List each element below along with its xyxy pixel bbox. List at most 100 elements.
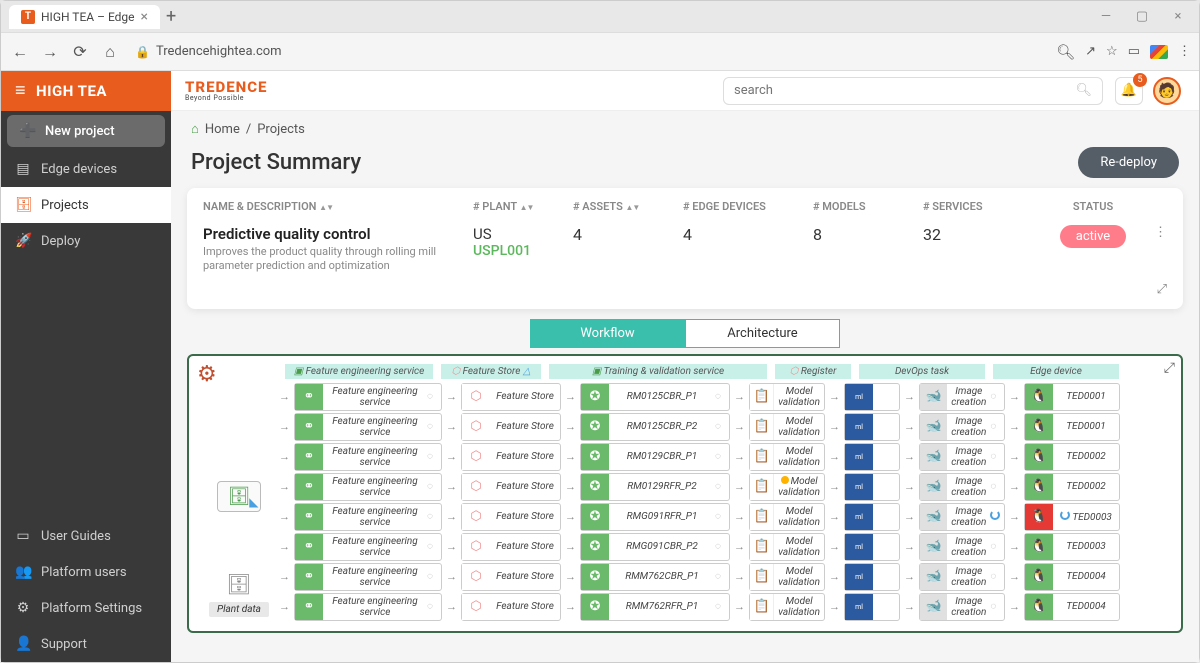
training-node[interactable]: ✪RMM762RFR_P1◌ [580,593,730,621]
url-field[interactable]: 🔒 Tredencehightea.com [129,44,1048,59]
image-creation-node[interactable]: 🐋Image creation◌ [919,473,1005,501]
search-icon[interactable]: 🔍︎ [1056,43,1075,61]
register-node[interactable]: 📋Model validation [749,593,825,621]
forward-button[interactable]: → [39,42,61,62]
mlflow-node[interactable]: ml [844,533,900,561]
register-node[interactable]: 📋Model validation [749,413,825,441]
feature-engineering-node[interactable]: ⚭Feature engineering service◌ [294,413,442,441]
mlflow-node[interactable]: ml [844,593,900,621]
feature-store-node[interactable]: ⬡Feature Store [461,563,561,591]
redeploy-button[interactable]: Re-deploy [1078,147,1179,178]
sidebar-item-platform-settings[interactable]: ⚙ Platform Settings [1,590,171,626]
data-source-node[interactable]: 🗄◣ [217,481,262,512]
tab-architecture[interactable]: Architecture [685,319,840,348]
feature-engineering-node[interactable]: ⚭Feature engineering service◌ [294,503,442,531]
search-icon[interactable]: 🔍︎ [1075,83,1092,98]
edge-device-node[interactable]: 🐧 TED0003 [1024,503,1120,531]
close-button[interactable]: × [1165,9,1191,24]
sidebar-item-deploy[interactable]: 🚀 Deploy [1,223,171,259]
feature-engineering-node[interactable]: ⚭Feature engineering service◌ [294,473,442,501]
training-node[interactable]: ✪RM0125CBR_P1◌ [580,383,730,411]
gmail-icon[interactable] [1150,45,1168,59]
workflow-gear-icon[interactable]: ⚙ [197,362,217,387]
workflow-expand-icon[interactable]: ⤢ [1164,360,1175,376]
image-creation-node[interactable]: 🐋Image creation◌ [919,533,1005,561]
tab-workflow[interactable]: Workflow [530,319,685,348]
register-node[interactable]: 📋Model validation [749,383,825,411]
home-icon[interactable]: ⌂ [191,121,199,137]
training-node[interactable]: ✪RM0129CBR_P1◌ [580,443,730,471]
col-plant-header[interactable]: # PLANT ▲▼ [473,200,573,213]
sidebar-item-platform-users[interactable]: 👥 Platform users [1,554,171,590]
edge-device-node[interactable]: 🐧 TED0002 [1024,443,1120,471]
col-assets-header[interactable]: # ASSETS ▲▼ [573,200,683,213]
training-node[interactable]: ✪RM0129RFR_P2◌ [580,473,730,501]
mlflow-node[interactable]: ml [844,503,900,531]
card-expand-icon[interactable]: ⤢ [1157,282,1167,297]
mlflow-node[interactable]: ml [844,383,900,411]
feature-engineering-node[interactable]: ⚭Feature engineering service◌ [294,443,442,471]
feature-store-node[interactable]: ⬡Feature Store [461,383,561,411]
search-input[interactable] [734,83,1075,98]
image-creation-node[interactable]: 🐋Image creation◌ [919,443,1005,471]
sidebar-item-projects[interactable]: 🗄 Projects [1,187,171,223]
image-creation-node[interactable]: 🐋Image creation◌ [919,383,1005,411]
search-box[interactable]: 🔍︎ [723,77,1103,105]
edge-device-node[interactable]: 🐧 TED0003 [1024,533,1120,561]
edge-device-node[interactable]: 🐧 TED0004 [1024,563,1120,591]
home-button[interactable]: ⌂ [99,42,121,62]
register-node[interactable]: 📋Model validation [749,563,825,591]
register-node[interactable]: 📋Model validation [749,443,825,471]
feature-engineering-node[interactable]: ⚭Feature engineering service◌ [294,593,442,621]
browser-tab[interactable]: T HIGH TEA – Edge × [9,5,160,29]
image-creation-node[interactable]: 🐋Image creation◌ [919,413,1005,441]
mlflow-node[interactable]: ml [844,413,900,441]
edge-device-node[interactable]: 🐧 TED0001 [1024,383,1120,411]
training-node[interactable]: ✪RMG091CBR_P2◌ [580,533,730,561]
register-node[interactable]: 📋Model validation [749,473,825,501]
image-creation-node[interactable]: 🐋Image creation◌ [919,563,1005,591]
feature-store-node[interactable]: ⬡Feature Store [461,533,561,561]
share-icon[interactable]: ↗ [1085,44,1096,59]
feature-engineering-node[interactable]: ⚭Feature engineering service◌ [294,533,442,561]
star-icon[interactable]: ☆ [1106,44,1118,59]
edge-device-node[interactable]: 🐧 TED0004 [1024,593,1120,621]
sidebar-item-user-guides[interactable]: ▭ User Guides [1,518,171,554]
feature-store-node[interactable]: ⬡Feature Store [461,443,561,471]
maximize-button[interactable]: ▢ [1129,9,1155,24]
avatar[interactable]: 🧑 [1153,77,1181,105]
feature-engineering-node[interactable]: ⚭Feature engineering service◌ [294,383,442,411]
mlflow-node[interactable]: ml [844,563,900,591]
notification-bell[interactable]: 🔔 5 [1115,77,1143,105]
device-icon[interactable]: ▭ [1128,44,1140,59]
row-menu-icon[interactable]: ⋮ [1154,225,1167,240]
back-button[interactable]: ← [9,42,31,62]
image-creation-node[interactable]: 🐋Image creation◌ [919,593,1005,621]
sidebar-item-new-project[interactable]: ➕ New project [7,115,165,147]
mlflow-node[interactable]: ml [844,473,900,501]
feature-store-node[interactable]: ⬡Feature Store [461,473,561,501]
new-tab-button[interactable]: + [166,6,176,27]
training-node[interactable]: ✪RMM762CBR_P1◌ [580,563,730,591]
register-node[interactable]: 📋Model validation [749,503,825,531]
minimize-button[interactable]: — [1093,9,1119,24]
feature-store-node[interactable]: ⬡Feature Store [461,593,561,621]
mlflow-node[interactable]: ml [844,443,900,471]
sidebar-item-support[interactable]: 👤 Support [1,626,171,662]
breadcrumb-home[interactable]: Home [205,122,240,137]
image-creation-node[interactable]: 🐋Image creation [919,503,1005,531]
col-name-header[interactable]: NAME & DESCRIPTION ▲▼ [203,200,473,213]
training-node[interactable]: ✪RMG091RFR_P1◌ [580,503,730,531]
sidebar-item-edge-devices[interactable]: ▤ Edge devices [1,151,171,187]
feature-store-node[interactable]: ⬡Feature Store [461,413,561,441]
feature-engineering-node[interactable]: ⚭Feature engineering service◌ [294,563,442,591]
menu-icon[interactable]: ⋮ [1178,44,1191,59]
reload-button[interactable]: ⟳ [69,42,91,61]
tab-close-icon[interactable]: × [141,9,148,25]
edge-device-node[interactable]: 🐧 TED0001 [1024,413,1120,441]
feature-store-node[interactable]: ⬡Feature Store [461,503,561,531]
register-node[interactable]: 📋Model validation [749,533,825,561]
hamburger-icon[interactable]: ≡ [15,80,26,101]
training-node[interactable]: ✪RM0125CBR_P2◌ [580,413,730,441]
edge-device-node[interactable]: 🐧 TED0002 [1024,473,1120,501]
